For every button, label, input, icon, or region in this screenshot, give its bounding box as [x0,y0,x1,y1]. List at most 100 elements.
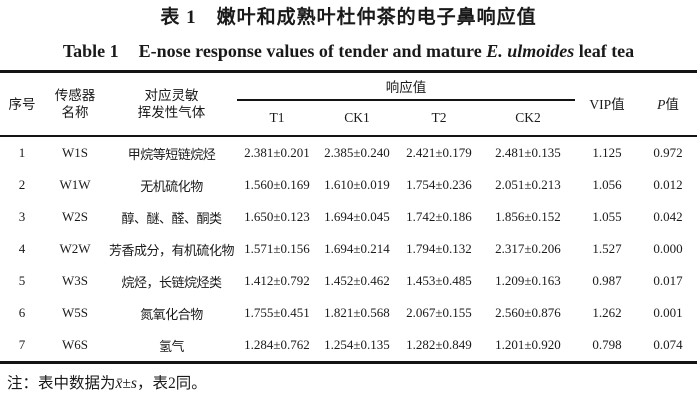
enose-response-table: 序号 传感器 名称 对应灵敏 挥发性气体 响应值 VIP值 P值 T1 CK1 … [0,70,697,364]
cell-p-value: 0.042 [653,209,683,224]
cell-t2-value: 1.742±0.186 [406,209,472,224]
cell-t1-value: 1.284±0.762 [244,337,310,352]
cell-sensitive-gas: 芳香成分，有机硫化物 [108,242,235,258]
species-name-italic: E. ulmoides [486,41,575,61]
table-row: 7 W6S 氢气 1.284±0.762 1.254±0.135 1.282±0… [0,329,697,363]
cell-serial-no: 7 [18,337,26,352]
cell-sensitive-gas: 氢气 [158,338,185,354]
cell-p-value: 0.000 [653,241,683,256]
cell-ck1-value: 1.694±0.214 [324,241,390,256]
cell-ck1-value: 2.385±0.240 [317,135,397,169]
p-suffix: 值 [665,96,679,112]
cell-t2-value: 2.067±0.155 [406,305,472,320]
gas-header-line1: 对应灵敏 [144,88,199,103]
col-header-sensor-name: 传感器 名称 [44,72,106,137]
cell-sensor-name: W1W [59,177,91,192]
cell-vip-value: 0.987 [592,273,622,288]
col-header-sensitive-gas: 对应灵敏 挥发性气体 [106,72,237,137]
cell-t1-value: 1.650±0.123 [244,209,310,224]
p-symbol-italic: P [657,96,666,112]
cell-sensor-name: W2S [62,209,88,224]
note-suffix: ，表2同。 [136,375,207,392]
note-prefix: 注：表中数据为 [7,375,116,392]
table-number-en: Table 1 [62,41,119,61]
cell-sensor-name: W1S [44,135,106,169]
table-row: 1 W1S 甲烷等短链烷烃 2.381±0.201 2.385±0.240 2.… [0,135,697,169]
sensor-header-line1: 传感器 [54,88,96,103]
cell-sensitive-gas: 醇、醚、醛、酮类 [121,210,222,226]
col-header-ck2: CK2 [515,110,541,125]
cell-sensitive-gas: 甲烷等短链烷烃 [106,135,237,169]
cell-t2-value: 1.754±0.236 [406,177,472,192]
table-body: 1 W1S 甲烷等短链烷烃 2.381±0.201 2.385±0.240 2.… [0,135,697,363]
cell-vip-value: 1.262 [592,305,622,320]
note-xbar-italic: x̄ [115,375,123,392]
cell-t1-value: 2.381±0.201 [237,135,317,169]
title-en-after-species: leaf tea [574,41,635,61]
cell-serial-no: 3 [18,209,26,224]
cell-sensor-name: W3S [62,273,88,288]
cell-serial-no: 6 [18,305,26,320]
cell-ck2-value: 1.201±0.920 [495,337,561,352]
cell-sensor-name: W5S [62,305,88,320]
cell-sensor-name: W6S [62,337,88,352]
table-title-en-text: E-nose response values of tender and mat… [139,41,635,61]
cell-serial-no: 2 [18,177,26,192]
cell-ck1-value: 1.610±0.019 [324,177,390,192]
cell-t2-value: 1.282±0.849 [406,337,472,352]
cell-vip-value: 0.798 [592,337,622,352]
cell-t1-value: 1.755±0.451 [244,305,310,320]
table-title-chinese: 表 1 嫩叶和成熟叶杜仲茶的电子鼻响应值 [0,5,697,31]
cell-t2-value: 1.794±0.132 [406,241,472,256]
col-header-t1: T1 [269,110,285,125]
cell-vip-value: 1.125 [575,135,639,169]
cell-ck2-value: 2.560±0.876 [495,305,561,320]
note-s-italic: s [130,375,137,392]
table-row: 5 W3S 烷烃，长链烷烃类 1.412±0.792 1.452±0.462 1… [0,265,697,297]
cell-t1-value: 1.571±0.156 [244,241,310,256]
cell-p-value: 0.017 [653,273,683,288]
cell-ck2-value: 2.317±0.206 [495,241,561,256]
table-number-cn: 表 1 [160,7,197,28]
cell-t1-value: 1.412±0.792 [244,273,310,288]
cell-p-value: 0.074 [653,337,683,352]
col-header-t2: T2 [431,110,447,125]
cell-sensitive-gas: 氮氧化合物 [140,306,203,322]
gas-header-line2: 挥发性气体 [137,105,206,120]
col-header-response-value: 响应值 [237,71,575,101]
cell-vip-value: 1.056 [592,177,622,192]
col-header-serial-no: 序号 [8,96,36,112]
cell-vip-value: 1.055 [592,209,622,224]
cell-sensitive-gas: 无机硫化物 [140,178,203,194]
cell-serial-no: 5 [18,273,26,288]
col-header-vip: VIP值 [589,96,625,112]
cell-serial-no: 4 [18,241,26,256]
cell-t1-value: 1.560±0.169 [244,177,310,192]
cell-ck2-value: 2.481±0.135 [481,135,575,169]
cell-ck1-value: 1.821±0.568 [324,305,390,320]
cell-serial-no: 1 [0,135,44,169]
cell-sensor-name: W2W [59,241,91,256]
cell-vip-value: 1.527 [592,241,622,256]
col-header-ck1: CK1 [344,110,370,125]
table-title-cn-text: 嫩叶和成熟叶杜仲茶的电子鼻响应值 [216,7,537,28]
cell-t2-value: 2.421±0.179 [397,135,481,169]
table-row: 6 W5S 氮氧化合物 1.755±0.451 1.821±0.568 2.06… [0,297,697,329]
table-title-english: Table 1 E-nose response values of tender … [0,39,697,63]
col-header-p-value: P值 [639,72,697,137]
table-note: 注：表中数据为x̄±s，表2同。 [0,373,697,395]
cell-sensitive-gas: 烷烃，长链烷烃类 [121,274,222,290]
table-row: 2 W1W 无机硫化物 1.560±0.169 1.610±0.019 1.75… [0,169,697,201]
cell-ck2-value: 2.051±0.213 [495,177,561,192]
cell-p-value: 0.001 [653,305,683,320]
table-row: 4 W2W 芳香成分，有机硫化物 1.571±0.156 1.694±0.214… [0,233,697,265]
cell-ck1-value: 1.694±0.045 [324,209,390,224]
title-en-before-species: E-nose response values of tender and mat… [138,41,487,61]
table-header: 序号 传感器 名称 对应灵敏 挥发性气体 响应值 VIP值 P值 T1 CK1 … [0,71,697,137]
cell-ck1-value: 1.452±0.462 [324,273,390,288]
cell-t2-value: 1.453±0.485 [406,273,472,288]
cell-ck1-value: 1.254±0.135 [324,337,390,352]
cell-p-value: 0.012 [653,177,683,192]
table-row: 3 W2S 醇、醚、醛、酮类 1.650±0.123 1.694±0.045 1… [0,201,697,233]
